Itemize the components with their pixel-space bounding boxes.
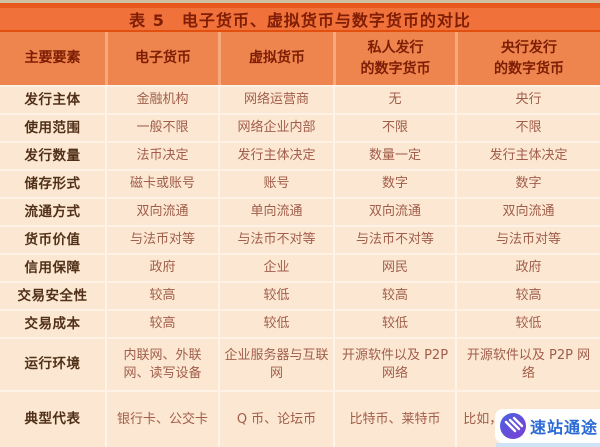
table-cell: 较低 <box>218 311 333 337</box>
table-cell: 内联网、外联网、读写设备 <box>105 339 218 390</box>
row-header: 信用保障 <box>24 259 81 276</box>
table-row: 发行主体 金融机构 网络运营商 无 央行 <box>0 85 600 113</box>
table-cell: 数量一定 <box>333 143 455 169</box>
row-header: 典型代表 <box>24 411 81 428</box>
table-cell: 较高 <box>105 311 218 337</box>
column-header-factors: 主要要素 <box>24 50 81 67</box>
table-cell: 磁卡或账号 <box>105 171 218 197</box>
row-header: 储存形式 <box>24 175 81 192</box>
table-cell: Q 币、论坛币 <box>218 392 333 447</box>
header-row: 主要要素 电子货币 虚拟货币 私人发行 的数字货币 央行发行 的数字货币 <box>0 32 600 85</box>
table-cell: 开源软件以及 P2P 网络 <box>333 339 455 390</box>
table-row: 交易成本 较高 较低 较低 较低 <box>0 309 600 337</box>
table-cell: 较低 <box>455 311 600 337</box>
table-cell: 开源软件以及 P2P 网络 <box>455 339 600 390</box>
row-header: 发行主体 <box>24 91 81 108</box>
row-header: 使用范围 <box>24 119 81 136</box>
watermark-strip <box>496 443 600 447</box>
row-header: 发行数量 <box>24 147 81 164</box>
table-row: 流通方式 双向流通 单向流通 双向流通 双向流通 <box>0 197 600 225</box>
table-row: 储存形式 磁卡或账号 账号 数字 数字 <box>0 169 600 197</box>
table-cell: 不限 <box>455 115 600 141</box>
table-cell: 政府 <box>105 255 218 281</box>
table-title-bar: 表 5 电子货币、虚拟货币与数字货币的对比 <box>0 3 600 30</box>
table-cell: 法币决定 <box>105 143 218 169</box>
table-cell: 双向流通 <box>105 199 218 225</box>
table-cell: 央行 <box>455 87 600 113</box>
table-cell: 与法币不对等 <box>218 227 333 253</box>
table-cell: 无 <box>333 87 455 113</box>
table-row: 信用保障 政府 企业 网民 政府 <box>0 253 600 281</box>
table-cell: 一般不限 <box>105 115 218 141</box>
table-cell: 较高 <box>105 283 218 309</box>
row-header: 流通方式 <box>24 203 81 220</box>
row-header: 交易成本 <box>24 315 81 332</box>
table-cell: 发行主体决定 <box>455 143 600 169</box>
table-cell: 较高 <box>455 283 600 309</box>
table-row: 发行数量 法币决定 发行主体决定 数量一定 发行主体决定 <box>0 141 600 169</box>
table-cell: 双向流通 <box>455 199 600 225</box>
table-cell: 双向流通 <box>333 199 455 225</box>
table-row: 交易安全性 较高 较低 较高 较高 <box>0 281 600 309</box>
column-header-private-digital-currency: 私人发行 的数字货币 <box>333 32 455 85</box>
row-header: 运行环境 <box>24 356 81 373</box>
table-cell: 较低 <box>218 283 333 309</box>
table-cell: 发行主体决定 <box>218 143 333 169</box>
row-header: 交易安全性 <box>17 287 88 304</box>
table-cell: 比特币、莱特币 <box>333 392 455 447</box>
table-row: 货币价值 与法币对等 与法币不对等 与法币不对等 与法币对等 <box>0 225 600 253</box>
table-cell: 数字 <box>333 171 455 197</box>
table-cell: 与法币不对等 <box>333 227 455 253</box>
table-cell: 数字 <box>455 171 600 197</box>
table-cell: 网民 <box>333 255 455 281</box>
table-cell: 企业服务器与互联网 <box>218 339 333 390</box>
table-row: 使用范围 一般不限 网络企业内部 不限 不限 <box>0 113 600 141</box>
table-title: 表 5 电子货币、虚拟货币与数字货币的对比 <box>129 10 471 30</box>
column-header-electronic-currency: 电子货币 <box>105 32 218 85</box>
table-cell: 不限 <box>333 115 455 141</box>
table-cell: 金融机构 <box>105 87 218 113</box>
table-cell: 单向流通 <box>218 199 333 225</box>
table-cell: 账号 <box>218 171 333 197</box>
top-strip <box>0 0 600 3</box>
table-cell: 企业 <box>218 255 333 281</box>
table-cell: 与法币对等 <box>105 227 218 253</box>
watermark-logo-icon <box>499 413 526 439</box>
table-cell: 银行卡、公交卡 <box>105 392 218 447</box>
table-cell: 网络运营商 <box>218 87 333 113</box>
table-cell: 政府 <box>455 255 600 281</box>
column-header-virtual-currency: 虚拟货币 <box>218 32 333 85</box>
table-row: 运行环境 内联网、外联网、读写设备 企业服务器与互联网 开源软件以及 P2P 网… <box>0 337 600 390</box>
column-header-central-bank-digital-currency: 央行发行 的数字货币 <box>455 32 600 85</box>
row-header: 货币价值 <box>24 231 81 248</box>
table-cell: 网络企业内部 <box>218 115 333 141</box>
watermark: 速站通途 <box>494 409 600 443</box>
header-divider <box>0 30 600 32</box>
watermark-text: 速站通途 <box>529 418 598 437</box>
table-cell: 较高 <box>333 283 455 309</box>
table-cell: 与法币对等 <box>455 227 600 253</box>
table-cell: 较低 <box>333 311 455 337</box>
